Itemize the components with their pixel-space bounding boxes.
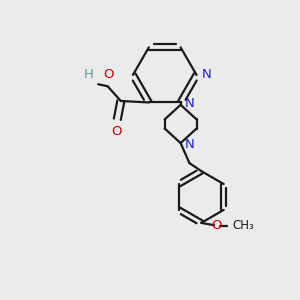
Text: O: O — [211, 219, 222, 232]
Text: H: H — [84, 68, 94, 81]
Text: N: N — [202, 68, 211, 81]
Text: O: O — [112, 124, 122, 137]
Text: N: N — [185, 97, 195, 110]
Text: CH₃: CH₃ — [233, 219, 254, 232]
Text: N: N — [185, 138, 195, 151]
Text: O: O — [103, 68, 113, 81]
